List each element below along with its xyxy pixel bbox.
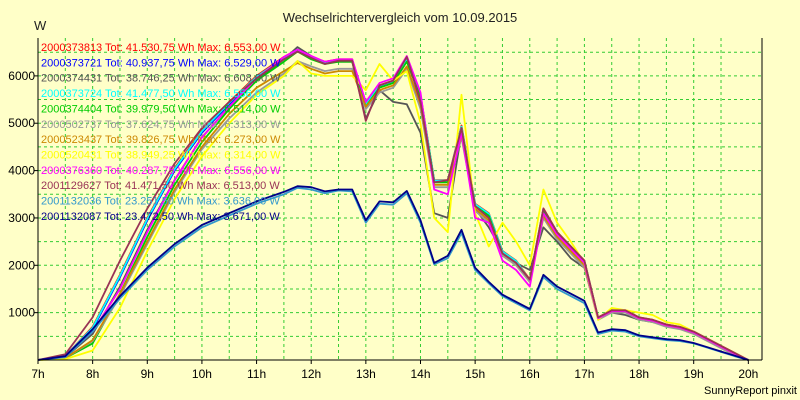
legend-entry-1: 2000373813 Tot: 41.530,75 Wh Max: 6.553,… [41,42,281,54]
x-tick-label: 14h [410,367,430,381]
legend-entry-10: 2001129627 Tot: 41.471,50 Wh Max: 6.513,… [41,180,280,192]
series-line-10 [37,50,749,361]
legend-entry-12: 2001132087 Tot: 23.472,50 Wh Max: 3.671,… [41,211,280,223]
x-tick-label: 15h [465,367,485,381]
y-tick-label: 1000 [8,306,35,320]
legend-entry-5: 2000374404 Tot: 39.979,50 Wh Max: 6.514,… [41,103,281,115]
grid [38,38,762,360]
x-tick-label: 12h [301,367,321,381]
y-tick-label: 4000 [8,164,35,178]
footer-credit: SunnyReport pinxit [704,385,797,397]
x-tick-label: 13h [356,367,376,381]
legend-entry-11: 2001132036 Tot: 23.251,50 Wh Max: 3.636,… [41,196,280,208]
legend-entry-8: 2000520431 Tot: 38.949,25 Wh Max: 6.314,… [41,149,281,161]
legend: 2000373813 Tot: 41.530,75 Wh Max: 6.553,… [41,42,281,223]
legend-entry-7: 2000523437 Tot: 39.826,75 Wh Max: 6.273,… [41,134,281,146]
axes: 7h 8h 9h 10h 11h 12h 13h 14h 15h 16h 17h 18h 19h 20h 1… [8,38,763,381]
series-lines [37,46,749,361]
y-tick-label: 6000 [8,69,35,83]
x-tick-label: 9h [141,367,154,381]
chart-title: Wechselrichtervergleich vom 10.09.2015 [283,10,518,25]
x-tick-label: 20h [738,367,758,381]
x-tick-label: 7h [31,367,44,381]
x-tick-label: 8h [86,367,99,381]
legend-entry-6: 2000502737 Tot: 37.624,75 Wh Max: 6.313,… [41,119,281,131]
x-tick-label: 18h [629,367,649,381]
series-line-12 [37,185,749,361]
x-tick-label: 16h [520,367,540,381]
x-tick-label: 17h [574,367,594,381]
legend-entry-4: 2000373724 Tot: 41.477,50 Wh Max: 6.556,… [41,88,281,100]
y-tick-label: 3000 [8,211,35,225]
legend-entry-3: 2000374431 Tot: 38.746,25 Wh Max: 6.608,… [41,73,281,85]
legend-entry-9: 2000376360 Tot: 40.287,75 Wh Max: 6.556,… [41,165,281,177]
y-tick-label: 2000 [8,258,35,272]
legend-entry-2: 2000373721 Tot: 40.937,75 Wh Max: 6.529,… [41,57,281,69]
x-tick-label: 10h [192,367,212,381]
y-tick-label: 5000 [8,116,35,130]
x-tick-label: 19h [684,367,704,381]
y-axis-unit: W [34,18,47,33]
x-tick-label: 11h [247,367,266,381]
